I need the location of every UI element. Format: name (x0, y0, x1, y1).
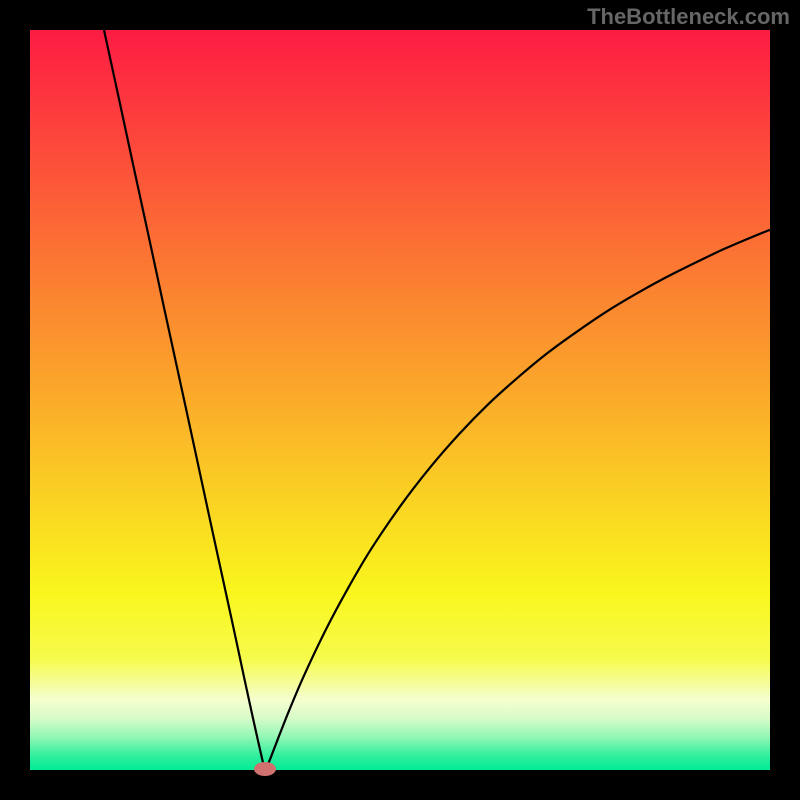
chart-svg (30, 30, 770, 770)
plot-area (30, 30, 770, 770)
watermark-text: TheBottleneck.com (587, 4, 790, 30)
bottleneck-curve (104, 30, 770, 769)
optimal-point-marker (254, 762, 276, 776)
